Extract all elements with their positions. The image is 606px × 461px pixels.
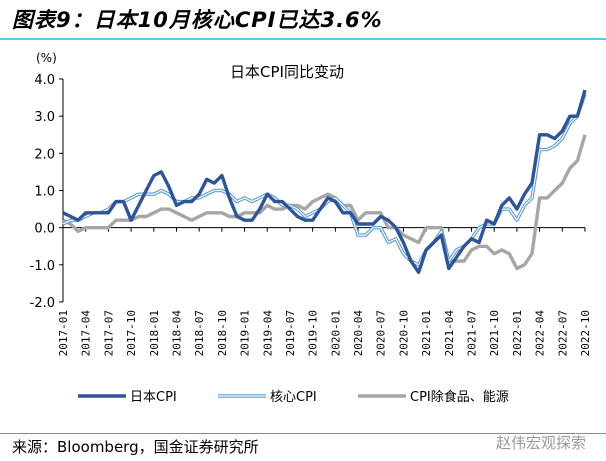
figure-title: 图表9：日本10月核心CPI已达3.6% — [12, 8, 383, 32]
legend: 日本CPI 核心CPI CPI除食品、能源 — [78, 389, 509, 405]
x-tick-label: 2022-10 — [579, 310, 592, 356]
y-tick-label: 1.0 — [34, 185, 55, 200]
legend-label: 核心CPI — [270, 390, 317, 405]
series-line-core-cpi — [62, 93, 587, 267]
x-tick-label: 2019-01 — [239, 310, 252, 356]
y-axis-unit: (%) — [36, 51, 57, 65]
footer-divider — [0, 433, 606, 434]
x-tick-label: 2022-07 — [556, 310, 569, 356]
x-tick-label: 2019-07 — [284, 310, 297, 356]
title-divider — [0, 38, 606, 40]
x-tick-label: 2018-01 — [148, 310, 161, 356]
x-tick-label: 2017-07 — [102, 310, 115, 356]
x-tick-label: 2017-01 — [57, 310, 70, 356]
series-line-japan-cpi — [62, 89, 587, 274]
x-tick-label: 2020-07 — [375, 310, 388, 356]
source-note: 来源：Bloomberg，国金证券研究所 — [12, 438, 259, 456]
x-tick-label: 2017-04 — [80, 310, 93, 357]
legend-label: CPI除食品、能源 — [410, 389, 509, 405]
watermark: 赵伟宏观探索 — [496, 434, 587, 452]
chart-title: 日本CPI同比变动 — [230, 63, 344, 81]
x-tick-label: 2021-01 — [420, 310, 433, 356]
x-tick-label: 2020-01 — [329, 310, 342, 356]
x-tick-label: 2021-07 — [466, 310, 479, 356]
line-chart: 日本CPI同比变动 (%) 4.03.02.01.00.0-1.0-2.0201… — [30, 51, 592, 405]
x-tick-label: 2022-01 — [511, 310, 524, 356]
x-tick-label: 2020-10 — [397, 310, 410, 356]
x-tick-label: 2018-10 — [216, 310, 229, 356]
x-tick-label: 2018-07 — [193, 310, 206, 356]
x-tick-label: 2020-04 — [352, 310, 365, 357]
y-tick-label: -2.0 — [30, 296, 55, 311]
y-tick-label: 4.0 — [34, 73, 55, 88]
y-tick-label: 3.0 — [34, 110, 55, 125]
y-tick-label: 2.0 — [34, 147, 55, 162]
x-tick-label: 2018-04 — [170, 310, 183, 357]
x-tick-label: 2019-10 — [307, 310, 320, 356]
x-tick-label: 2021-04 — [443, 310, 456, 357]
series-line-cpi-ex-food-energy — [62, 134, 587, 271]
legend-label: 日本CPI — [130, 390, 177, 405]
series-line-core-cpi-inner — [62, 93, 586, 266]
x-tick-label: 2022-04 — [534, 310, 547, 357]
x-tick-label: 2019-04 — [261, 310, 274, 357]
x-tick-label: 2021-10 — [488, 310, 501, 356]
x-tick-label: 2017-10 — [125, 310, 138, 356]
y-tick-label: -1.0 — [30, 259, 55, 274]
y-tick-label: 0.0 — [34, 222, 55, 237]
